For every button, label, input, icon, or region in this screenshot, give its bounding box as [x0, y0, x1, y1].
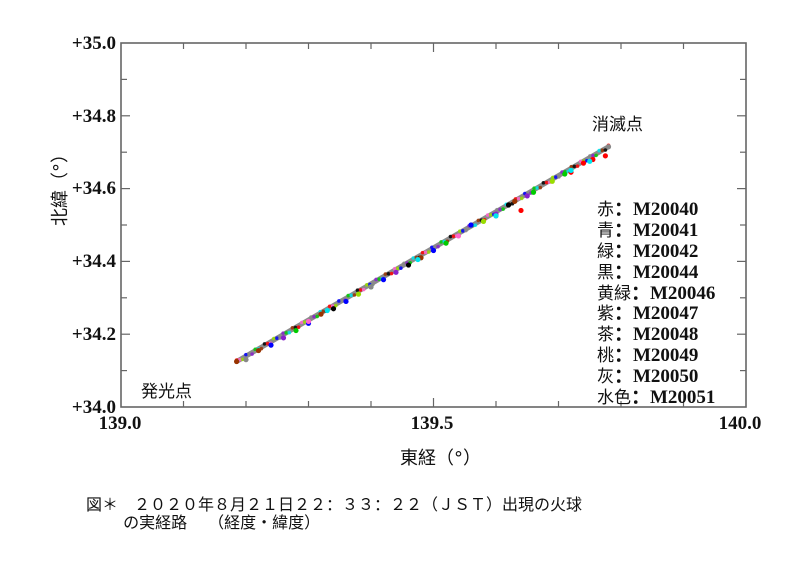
- x-tick-label: 139.0: [98, 413, 142, 434]
- y-tick-label: +34.8: [71, 106, 116, 127]
- figure-caption: 図＊ ２０２０年８月２１日２２：３３：２２（ＪＳＴ）出現の火球 の実経路 （経度…: [86, 496, 582, 532]
- legend-item: 緑：M20042: [597, 240, 699, 262]
- legend: 赤：M20040 青：M20041 緑：M20042 黒：M20044 黄緑：M…: [597, 199, 715, 408]
- caption-line-1: 図＊ ２０２０年８月２１日２２：３３：２２（ＪＳＴ）出現の火球: [86, 495, 583, 514]
- y-axis-title: 北緯（°）: [50, 145, 71, 226]
- caption-line-2: の実経路 （経度・緯度）: [86, 513, 321, 532]
- y-tick-label: +34.6: [71, 178, 116, 199]
- legend-item: 茶：M20048: [597, 324, 699, 346]
- legend-item: 黒：M20044: [597, 261, 699, 283]
- x-tick-label: 140.0: [718, 413, 762, 434]
- y-tick-label: +34.4: [71, 251, 116, 272]
- legend-item: 赤：M20040: [597, 199, 699, 220]
- x-tick-label: 139.5: [410, 413, 454, 434]
- legend-item: 紫：M20047: [597, 303, 699, 325]
- axis-frame: [120, 42, 747, 408]
- data-points: [234, 143, 612, 365]
- start-point-label: 発光点: [141, 382, 192, 402]
- legend-item: 黄緑：M20046: [597, 282, 716, 304]
- legend-item: 灰：M20050: [597, 366, 699, 388]
- y-tick-label: +35.0: [71, 33, 116, 54]
- end-point-label: 消滅点: [592, 115, 643, 135]
- y-tick-label: +34.0: [71, 397, 116, 418]
- legend-item: 桃：M20049: [597, 345, 699, 367]
- x-axis-title: 東経（°）: [400, 448, 481, 469]
- legend-item: 水色：M20051: [597, 387, 716, 409]
- y-tick-label: +34.2: [71, 324, 116, 345]
- legend-item: 青：M20041: [597, 219, 699, 241]
